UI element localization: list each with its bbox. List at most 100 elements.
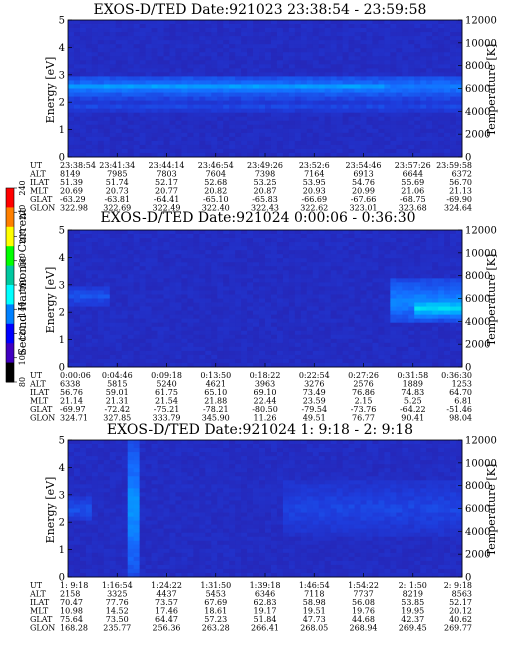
heatmap-cell — [97, 258, 105, 263]
heatmap-cell — [300, 92, 308, 97]
heatmap-cell — [378, 346, 385, 352]
heatmap-cell — [276, 298, 284, 303]
heatmap-cell — [133, 278, 141, 283]
heatmap-cell — [175, 144, 182, 150]
heatmap-cell — [68, 508, 75, 513]
heatmap-cell — [145, 108, 152, 114]
heatmap-cell — [354, 290, 361, 295]
heatmap-cell — [175, 136, 182, 142]
heatmap-cell — [109, 338, 117, 344]
heatmap-cell — [444, 116, 451, 122]
heatmap-cell — [175, 132, 182, 138]
heatmap-cell — [312, 36, 320, 41]
heatmap-cell — [163, 318, 170, 324]
heatmap-cell — [276, 326, 284, 332]
heatmap-cell — [282, 306, 290, 311]
heatmap-cell — [68, 468, 75, 473]
heatmap-cell — [420, 238, 427, 243]
heatmap-cell — [109, 238, 117, 243]
heatmap-cell — [306, 322, 314, 328]
heatmap-cell — [115, 136, 123, 142]
heatmap-cell — [241, 274, 248, 279]
heatmap-cell — [85, 96, 93, 101]
heatmap-cell — [300, 76, 308, 81]
heatmap-cell — [372, 52, 379, 57]
heatmap-cell — [312, 40, 320, 45]
heatmap-cell — [396, 362, 403, 368]
table-cell: 324.64 — [444, 204, 472, 213]
table-cell: 324.71 — [60, 414, 88, 423]
heatmap-cell — [91, 532, 99, 538]
heatmap-cell — [282, 354, 290, 360]
heatmap-cell — [193, 100, 200, 106]
heatmap-cell — [235, 262, 242, 267]
heatmap-cell — [282, 254, 290, 259]
heatmap-cell — [121, 64, 129, 69]
heatmap-cell — [223, 254, 230, 259]
heatmap-cell — [438, 44, 445, 49]
heatmap-cell — [85, 536, 93, 542]
heatmap-cell — [169, 266, 176, 271]
heatmap-cell — [73, 544, 81, 550]
heatmap-cell — [127, 56, 135, 61]
heatmap-cell — [438, 290, 445, 295]
heatmap-cell — [247, 250, 254, 255]
heatmap-cell — [229, 112, 236, 118]
heatmap-cell — [402, 282, 409, 287]
heatmap-cell — [384, 64, 391, 69]
heatmap-cell — [378, 136, 385, 142]
heatmap-cell — [306, 266, 314, 271]
heatmap-cell — [378, 80, 385, 85]
heatmap-cell — [426, 290, 433, 295]
heatmap-cell — [414, 350, 421, 356]
heatmap-cell — [139, 112, 147, 118]
heatmap-cell — [97, 318, 105, 324]
heatmap-cell — [139, 262, 147, 267]
heatmap-cell — [300, 28, 308, 33]
heatmap-cell — [127, 342, 135, 348]
heatmap-cell — [259, 140, 266, 146]
heatmap-cell — [259, 306, 266, 311]
heatmap-cell — [247, 338, 254, 344]
heatmap-cell — [193, 56, 200, 61]
heatmap-cell — [384, 92, 391, 97]
heatmap-cell — [223, 140, 230, 146]
heatmap-cell — [103, 128, 111, 134]
heatmap-cell — [402, 100, 409, 106]
heatmap-cell — [259, 72, 266, 77]
heatmap-cell — [121, 346, 129, 352]
heatmap-cell — [68, 44, 75, 49]
heatmap-cell — [121, 24, 129, 29]
heatmap-cell — [282, 326, 290, 332]
heatmap-cell — [259, 278, 266, 283]
heatmap-cell — [91, 456, 99, 461]
heatmap-cell — [79, 52, 87, 57]
heatmap-cell — [444, 258, 451, 263]
heatmap-cell — [300, 48, 308, 53]
heatmap-cell — [73, 132, 81, 138]
heatmap-cell — [235, 338, 242, 344]
heatmap-cell — [414, 48, 421, 53]
heatmap-cell — [336, 358, 344, 364]
heatmap-cell — [276, 56, 284, 61]
heatmap-cell — [342, 330, 349, 336]
heatmap-cell — [97, 302, 105, 307]
heatmap-cell — [157, 132, 164, 138]
heatmap-cell — [91, 568, 99, 574]
heatmap-cell — [223, 104, 230, 110]
heatmap-cell — [115, 330, 123, 336]
heatmap-cell — [354, 286, 361, 291]
table-cell: 323.01 — [350, 204, 378, 213]
heatmap-cell — [133, 72, 141, 77]
heatmap-cell — [330, 310, 338, 316]
heatmap-cell — [372, 250, 379, 255]
heatmap-cell — [402, 354, 409, 360]
heatmap-cell — [85, 286, 93, 291]
heatmap-cell — [384, 96, 391, 101]
heatmap-cell — [396, 152, 403, 158]
heatmap-cell — [402, 262, 409, 267]
heatmap-cell — [456, 362, 463, 368]
heatmap-cell — [408, 144, 415, 150]
heatmap-cell — [169, 258, 176, 263]
heatmap-cell — [312, 44, 320, 49]
